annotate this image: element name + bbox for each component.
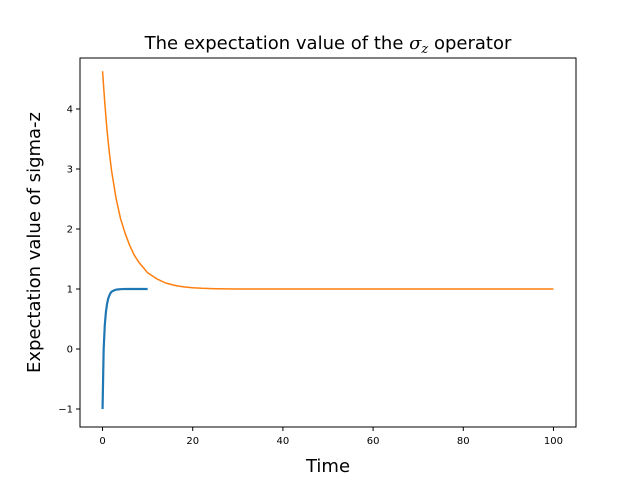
x-tick-label: 0 bbox=[99, 436, 105, 447]
chart-title-suffix: operator bbox=[428, 33, 512, 54]
y-tick-label: 0 bbox=[67, 345, 73, 356]
chart-title-symbol: σ bbox=[409, 33, 422, 54]
y-axis: −1 0 1 2 3 4 bbox=[58, 105, 80, 416]
chart-title-subscript: z bbox=[420, 42, 428, 57]
x-tick-label: 40 bbox=[277, 436, 290, 447]
series-line-1 bbox=[101, 287, 148, 410]
x-tick-label: 60 bbox=[367, 436, 380, 447]
axes-frame bbox=[79, 57, 577, 428]
y-tick-label: 2 bbox=[67, 225, 73, 236]
series-line-2 bbox=[101, 71, 554, 290]
y-tick-label: −1 bbox=[58, 405, 73, 416]
chart-title-prefix: The expectation value of the bbox=[144, 33, 410, 54]
x-axis-label: Time bbox=[305, 456, 350, 477]
x-tick-label: 100 bbox=[544, 436, 563, 447]
y-axis-label: Expectation value of sigma-z bbox=[24, 112, 45, 373]
series-layer bbox=[101, 71, 554, 410]
y-tick-label: 4 bbox=[67, 105, 73, 116]
chart-title: The expectation value of the σz operator bbox=[144, 33, 512, 57]
x-axis: 0 20 40 60 80 100 bbox=[99, 427, 563, 447]
y-tick-label: 3 bbox=[67, 165, 73, 176]
x-tick-label: 20 bbox=[186, 436, 199, 447]
x-tick-label: 80 bbox=[457, 436, 470, 447]
y-tick-label: 1 bbox=[67, 285, 73, 296]
